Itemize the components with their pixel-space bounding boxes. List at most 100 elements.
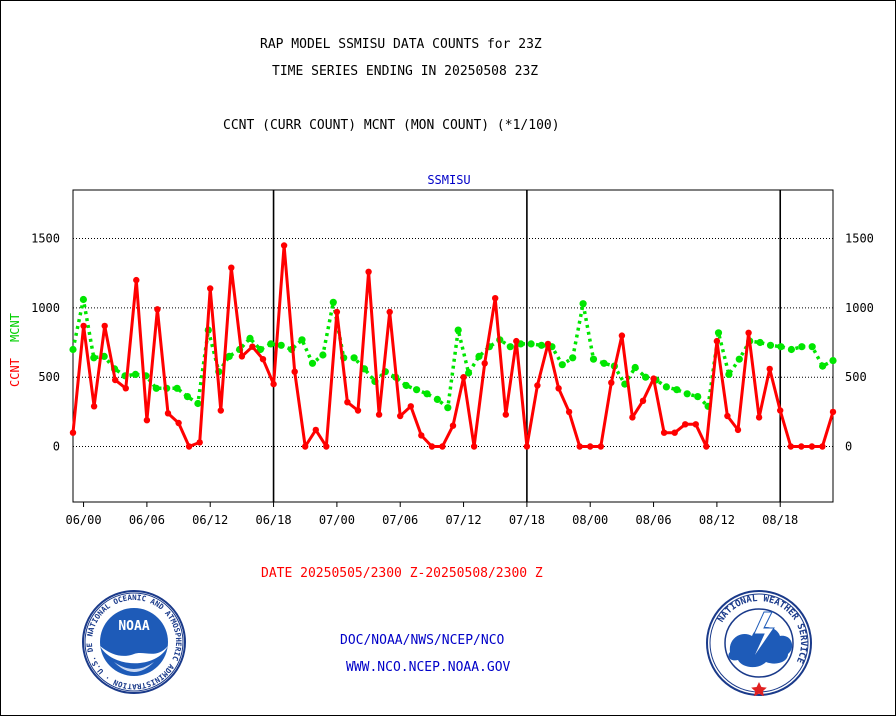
y-tick-label-left: 1000: [31, 301, 60, 315]
data-point-ccnt: [228, 264, 235, 271]
data-point-ccnt: [755, 414, 763, 421]
plot-title: SSMISU: [427, 173, 470, 187]
x-tick-label: 06/12: [192, 513, 228, 527]
chart-title-line-1: RAP MODEL SSMISU DATA COUNTS for 23Z: [260, 37, 542, 52]
chart-title-line-3: CCNT (CURR COUNT) MCNT (MON COUNT) (*1/1…: [223, 118, 560, 133]
date-range-label: DATE 20250505/2300 Z-20250508/2300 Z: [261, 566, 543, 581]
data-point-ccnt: [713, 337, 721, 345]
data-point-ccnt: [164, 410, 172, 417]
data-point-ccnt: [312, 426, 319, 434]
data-point-mcnt: [642, 373, 650, 381]
data-point-ccnt: [608, 379, 615, 386]
data-point-ccnt: [819, 443, 826, 450]
data-point-ccnt: [734, 426, 742, 434]
data-point-ccnt: [829, 408, 837, 416]
data-point-mcnt: [694, 393, 702, 401]
data-point-mcnt: [673, 386, 681, 394]
data-point-ccnt: [333, 308, 341, 316]
data-point-ccnt: [323, 443, 330, 450]
x-tick-label: 07/18: [509, 513, 545, 527]
data-point-mcnt: [756, 338, 764, 347]
data-point-ccnt: [207, 285, 214, 292]
data-point-mcnt: [506, 343, 514, 351]
data-point-ccnt: [397, 412, 404, 420]
data-point-ccnt: [439, 443, 446, 450]
data-point-ccnt: [597, 443, 604, 450]
data-point-ccnt: [259, 356, 267, 363]
data-point-ccnt: [618, 332, 626, 339]
data-point-mcnt: [714, 329, 723, 337]
chart-title-line-2: TIME SERIES ENDING IN 20250508 23Z: [272, 64, 539, 79]
data-point-ccnt: [354, 407, 362, 414]
data-point-ccnt: [629, 414, 636, 421]
x-tick-label: 06/06: [129, 513, 165, 527]
data-point-ccnt: [375, 411, 383, 418]
x-tick-label: 07/12: [445, 513, 481, 527]
data-point-mcnt: [537, 341, 546, 349]
data-point-ccnt: [122, 385, 129, 392]
data-point-ccnt: [808, 443, 816, 450]
data-point-mcnt: [308, 359, 317, 367]
data-point-ccnt: [777, 407, 784, 414]
day-boundary-lines: [272, 190, 782, 502]
data-point-ccnt: [449, 422, 457, 429]
data-point-mcnt: [475, 352, 483, 360]
data-point-mcnt: [267, 340, 275, 348]
data-point-mcnt: [350, 354, 358, 362]
noaa-logo-text: NOAA: [118, 619, 149, 634]
data-point-ccnt: [724, 412, 731, 420]
data-point-ccnt: [639, 397, 647, 404]
data-point-mcnt: [402, 381, 410, 390]
y-tick-label-right: 0: [845, 440, 852, 454]
x-tick-labels: 06/00 06/06 06/12 06/18 07/00 07/06 07/12 07/18…: [65, 502, 798, 527]
x-tick-label: 08/12: [699, 513, 735, 527]
data-point-ccnt: [481, 360, 488, 367]
data-point-mcnt: [798, 343, 806, 351]
data-point-mcnt: [152, 384, 160, 392]
data-point-mcnt: [444, 404, 452, 412]
y-tick-label-left: 500: [38, 370, 60, 384]
y-axis-label-ccnt: CCNT: [8, 358, 22, 387]
series-line-mcnt: [71, 297, 834, 410]
data-point-ccnt: [302, 443, 309, 450]
data-point-ccnt: [492, 295, 499, 302]
data-point-mcnt: [819, 362, 827, 370]
series-mcnt: [69, 295, 837, 412]
data-point-mcnt: [683, 390, 691, 398]
nws-logo: NATIONAL WEATHER SERVICE: [706, 590, 812, 696]
data-point-ccnt: [365, 268, 372, 275]
data-point-mcnt: [277, 341, 285, 349]
data-point-mcnt: [600, 359, 608, 367]
data-point-ccnt: [217, 407, 224, 414]
x-tick-label: 07/00: [319, 513, 355, 527]
data-point-mcnt: [787, 345, 796, 354]
x-tick-label: 08/06: [635, 513, 671, 527]
data-point-ccnt: [143, 417, 151, 424]
data-point-mcnt: [631, 363, 639, 372]
org-link[interactable]: DOC/NOAA/NWS/NCEP/NCO: [340, 633, 505, 648]
data-point-ccnt: [745, 329, 752, 336]
data-point-ccnt: [534, 382, 541, 389]
series-layer: [69, 242, 837, 450]
data-point-ccnt: [502, 411, 509, 418]
data-point-mcnt: [465, 369, 473, 377]
data-point-ccnt: [523, 443, 531, 450]
data-point-ccnt: [154, 306, 161, 313]
y-tick-label-left: 1500: [31, 232, 60, 246]
data-point-mcnt: [454, 326, 462, 334]
website-link[interactable]: WWW.NCO.NCEP.NOAA.GOV: [346, 660, 511, 675]
y-tick-labels: 0 0 500 500 1000 1000 1500 1500: [31, 232, 874, 454]
x-tick-label: 08/00: [572, 513, 608, 527]
data-point-ccnt: [513, 337, 520, 345]
data-point-ccnt: [69, 429, 77, 436]
data-point-ccnt: [280, 242, 288, 249]
data-point-ccnt: [703, 443, 710, 450]
data-point-mcnt: [808, 343, 816, 351]
data-point-ccnt: [576, 443, 583, 450]
data-point-ccnt: [587, 443, 594, 450]
data-point-ccnt: [470, 443, 478, 450]
data-point-mcnt: [319, 351, 327, 359]
data-point-mcnt: [527, 340, 535, 348]
data-point-ccnt: [418, 432, 425, 439]
data-point-mcnt: [69, 345, 77, 354]
